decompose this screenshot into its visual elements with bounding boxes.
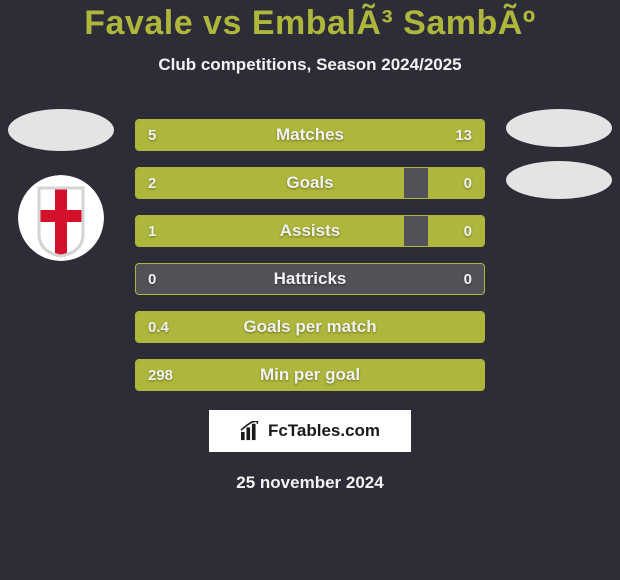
subtitle: Club competitions, Season 2024/2025	[0, 55, 620, 75]
page-title: Favale vs EmbalÃ³ SambÃº	[0, 4, 620, 43]
player-right-disc-1	[506, 109, 612, 147]
bar-label: Min per goal	[136, 360, 484, 390]
comparison-area: 513Matches 20Goals 10Assists 00Hattricks 0.4…	[0, 119, 620, 391]
bar-row: 0.4Goals per match	[135, 311, 485, 343]
player-right-disc-2	[506, 161, 612, 199]
bar-label: Assists	[136, 216, 484, 246]
brand-chart-icon	[240, 421, 262, 441]
bar-row: 298Min per goal	[135, 359, 485, 391]
date-label: 25 november 2024	[0, 473, 620, 493]
bar-row: 513Matches	[135, 119, 485, 151]
brand-box: FcTables.com	[206, 407, 414, 455]
player-left-disc-1	[8, 109, 114, 151]
shield-icon	[18, 175, 104, 261]
bar-row: 10Assists	[135, 215, 485, 247]
comparison-bars: 513Matches 20Goals 10Assists 00Hattricks 0.4…	[135, 119, 485, 391]
brand-name: FcTables.com	[268, 421, 380, 441]
bar-label: Goals per match	[136, 312, 484, 342]
bar-label: Hattricks	[136, 264, 484, 294]
bar-label: Goals	[136, 168, 484, 198]
bar-row: 00Hattricks	[135, 263, 485, 295]
club-badge-left	[18, 175, 104, 261]
bar-label: Matches	[136, 120, 484, 150]
bar-row: 20Goals	[135, 167, 485, 199]
infographic-container: Favale vs EmbalÃ³ SambÃº Club competitio…	[0, 0, 620, 580]
